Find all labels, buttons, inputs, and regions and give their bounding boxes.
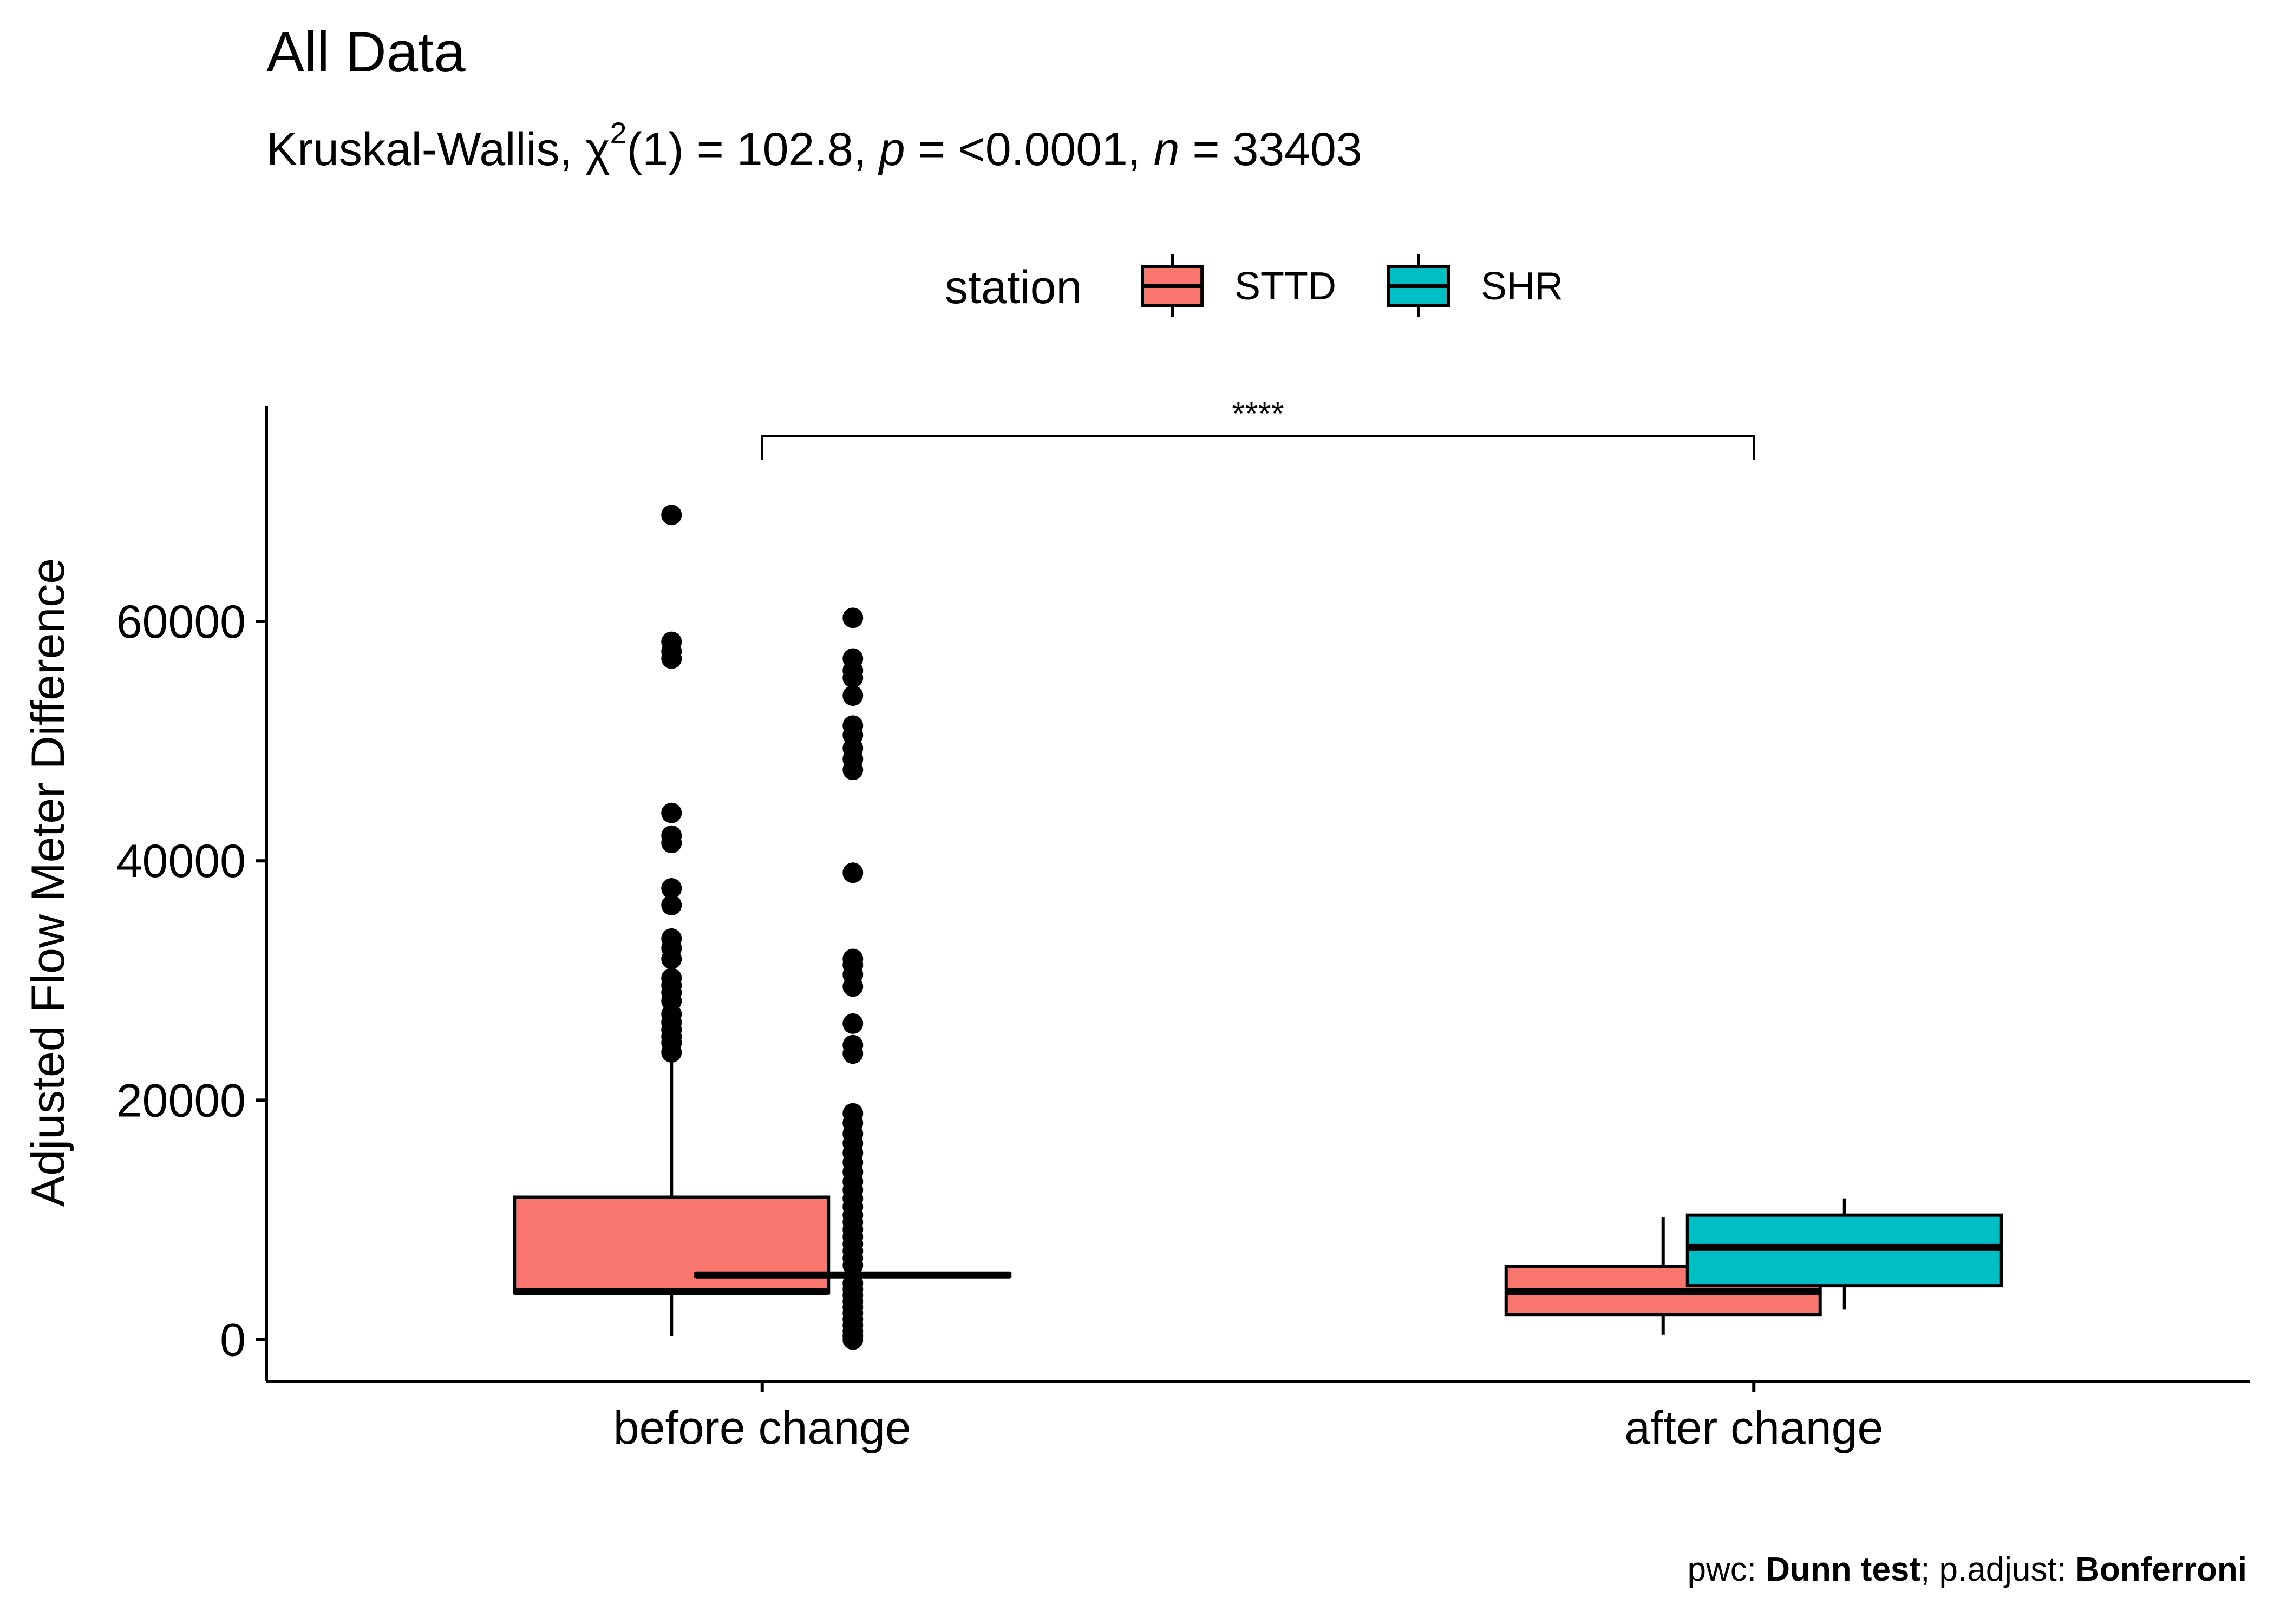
outlier-point [661,967,682,988]
caption: pwc: Dunn test; p.adjust: Bonferroni [1687,1551,2247,1588]
chart-title: All Data [266,21,466,84]
y-tick-label: 0 [220,1314,246,1366]
significance-label: **** [1232,395,1284,433]
legend-label: SHR [1481,265,1563,308]
x-tick-label: after change [1624,1402,1883,1454]
outlier-point [842,648,864,669]
outlier-point [661,825,682,846]
y-tick-label: 20000 [116,1075,246,1127]
outlier-point [661,631,682,652]
outlier-point [842,607,864,628]
outlier-point [661,895,682,916]
y-tick-label: 40000 [116,835,246,887]
subtitle-n-symbol: n [1154,123,1180,175]
outlier-point [842,948,864,970]
outlier-point [842,715,864,736]
legend-item-shr: SHR [1387,254,1563,317]
outlier-point [661,928,682,949]
box-shr-after-change [1685,1198,2003,1310]
y-axis-title: Adjusted Flow Meter Difference [22,558,74,1207]
outlier-point [842,1273,864,1294]
significance-bracket [761,435,1755,460]
outlier-point [661,802,682,823]
legend-items: STTD SHR [1141,254,1563,317]
legend-label: STTD [1234,265,1336,308]
outlier-point [842,862,864,883]
subtitle-prefix: Kruskal-Wallis, [266,123,585,175]
caption-padj-method: Bonferroni [2075,1551,2247,1588]
box-sttd-before-change [513,505,831,1336]
subtitle-p-symbol: p [878,123,905,175]
plot-area: 0 20000 40000 60000 before change after chang… [116,395,2250,1454]
caption-pwc-method: Dunn test [1766,1551,1920,1588]
legend-item-sttd: STTD [1141,254,1336,317]
outlier-point [661,878,682,899]
outlier-point [842,1103,864,1124]
subtitle-n-value: = 33403 [1180,123,1362,175]
outlier-point [842,685,864,706]
subtitle-sup: 2 [610,116,626,150]
outlier-point [842,1034,864,1056]
box-body [513,1195,831,1295]
x-tick-label: before change [613,1402,911,1454]
caption-pwc-prefix: pwc: [1687,1551,1766,1588]
caption-padj-prefix: ; p.adjust: [1920,1551,2075,1588]
chart-subtitle: Kruskal-Wallis, χ2(1) = 102.8, p = <0.00… [266,116,1362,175]
subtitle-df: (1) = 102.8, [627,123,879,175]
outlier-point [661,505,682,526]
subtitle-chi: χ [585,123,610,175]
box-shr-before-change [694,607,1012,1350]
y-tick-label: 60000 [116,596,246,648]
outlier-point [842,1013,864,1034]
subtitle-p-value: = <0.0001, [905,123,1154,175]
legend: station STTD SHR [945,254,1563,317]
legend-title: station [945,261,1082,313]
